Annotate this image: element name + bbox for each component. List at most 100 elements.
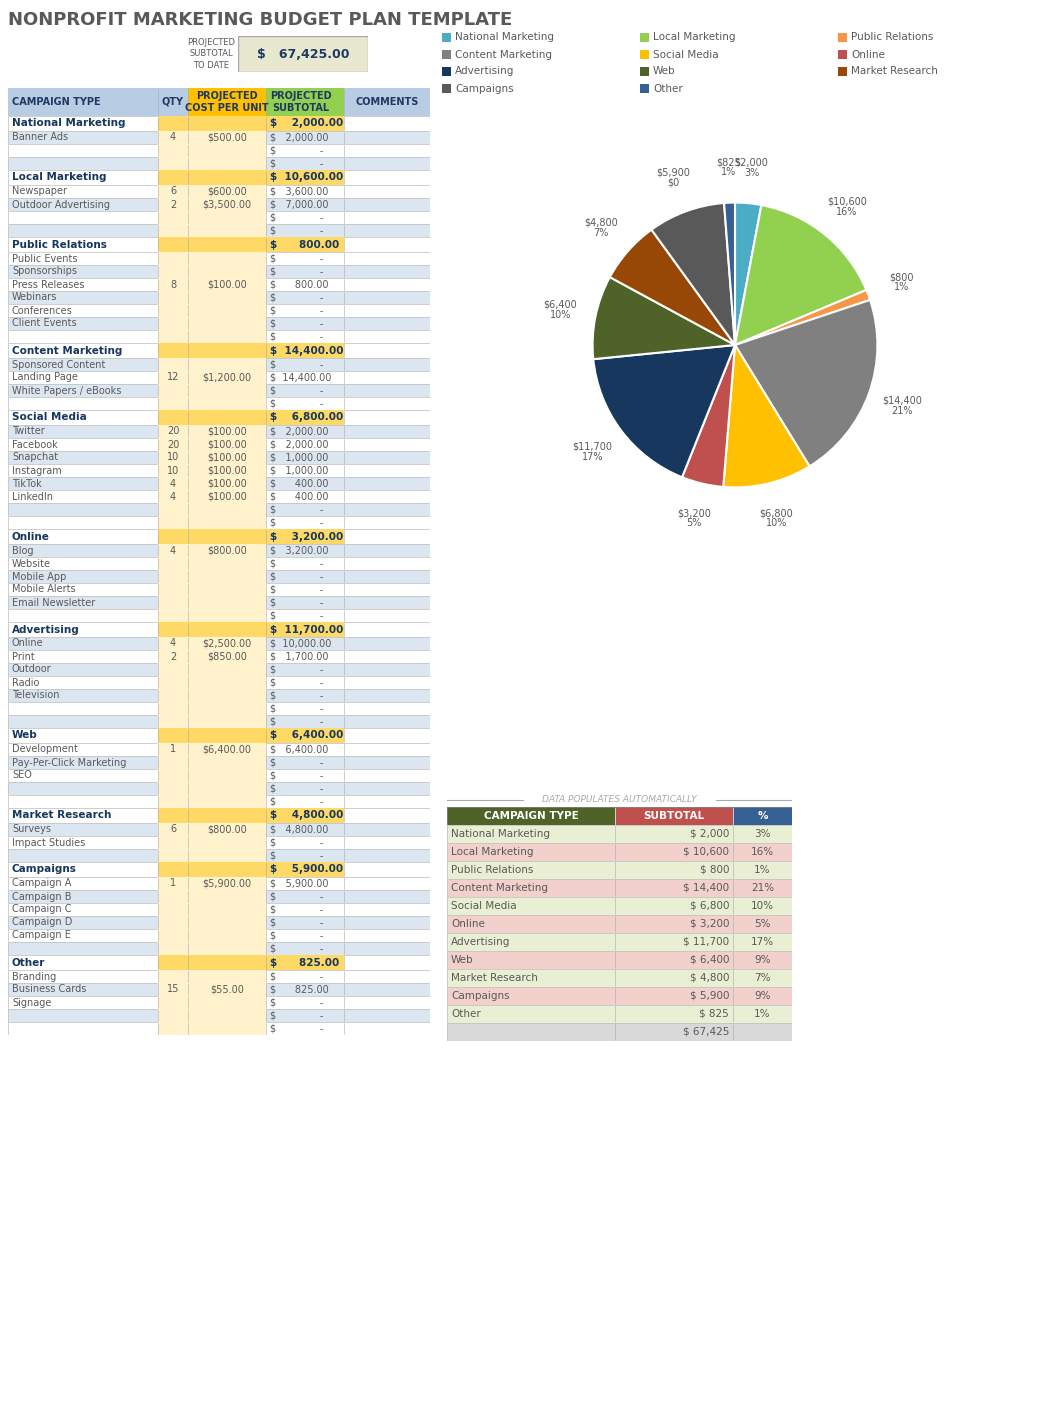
Text: CAMPAIGN TYPE: CAMPAIGN TYPE <box>13 97 101 107</box>
Text: $5,900
$0: $5,900 $0 <box>656 167 691 188</box>
Text: COMMENTS: COMMENTS <box>355 97 419 107</box>
Text: Local Marketing: Local Marketing <box>13 173 106 183</box>
Text: Public Events: Public Events <box>13 253 77 263</box>
Bar <box>158 224 188 238</box>
Text: Advertising: Advertising <box>451 936 511 948</box>
Text: Online: Online <box>13 531 50 541</box>
Text: $  11,700.00: $ 11,700.00 <box>270 624 344 634</box>
Text: Web: Web <box>13 731 38 741</box>
Bar <box>188 877 266 890</box>
Bar <box>188 224 266 238</box>
Bar <box>158 942 188 955</box>
Text: $              -: $ - <box>270 305 323 315</box>
Bar <box>188 823 266 837</box>
Text: $ 6,800: $ 6,800 <box>690 901 729 911</box>
Text: 8: 8 <box>170 280 176 290</box>
Bar <box>266 89 344 117</box>
Text: Signage: Signage <box>13 997 51 1008</box>
Text: Surveys: Surveys <box>13 824 51 835</box>
Text: $              -: $ - <box>270 585 323 595</box>
Bar <box>158 877 188 890</box>
Bar <box>158 596 188 609</box>
Text: $              -: $ - <box>270 319 323 329</box>
Bar <box>158 464 188 477</box>
Text: 6: 6 <box>170 187 176 197</box>
Text: 15: 15 <box>167 984 179 994</box>
Bar <box>188 955 266 970</box>
Text: Campaigns: Campaigns <box>451 991 510 1001</box>
Wedge shape <box>651 202 735 344</box>
Text: $   1,700.00: $ 1,700.00 <box>270 651 328 661</box>
Bar <box>188 596 266 609</box>
Bar <box>188 359 266 371</box>
Bar <box>158 664 188 676</box>
Text: $              -: $ - <box>270 1024 323 1033</box>
Text: $800.00: $800.00 <box>207 824 247 835</box>
Bar <box>158 794 188 808</box>
Bar <box>158 516 188 529</box>
Text: Public Relations: Public Relations <box>851 32 934 42</box>
Bar <box>158 782 188 794</box>
Bar <box>188 1022 266 1035</box>
Text: $              -: $ - <box>270 505 323 515</box>
Text: Mobile App: Mobile App <box>13 571 67 582</box>
Bar <box>838 51 847 59</box>
Bar <box>158 477 188 491</box>
Bar <box>158 304 188 316</box>
Bar <box>188 117 266 131</box>
Bar <box>442 67 451 76</box>
Text: Campaign C: Campaign C <box>13 904 72 914</box>
Text: Radio: Radio <box>13 678 40 688</box>
Bar <box>158 849 188 862</box>
Bar <box>188 464 266 477</box>
Bar <box>640 32 649 42</box>
Bar <box>158 425 188 439</box>
Text: $100.00: $100.00 <box>207 440 247 450</box>
Text: Blog: Blog <box>13 546 33 555</box>
Bar <box>188 143 266 157</box>
Text: $   67,425.00: $ 67,425.00 <box>256 48 349 60</box>
Text: SUBTOTAL: SUBTOTAL <box>644 811 704 821</box>
Text: $              -: $ - <box>270 703 323 713</box>
Text: Sponsorships: Sponsorships <box>13 267 77 277</box>
Text: $ 6,400: $ 6,400 <box>690 955 729 965</box>
Text: $  14,400.00: $ 14,400.00 <box>270 346 344 356</box>
Text: Client Events: Client Events <box>13 319 77 329</box>
Text: $      400.00: $ 400.00 <box>270 478 328 488</box>
Text: CAMPAIGN TYPE: CAMPAIGN TYPE <box>483 811 578 821</box>
Bar <box>158 1010 188 1022</box>
Text: 17%: 17% <box>751 936 774 948</box>
Text: $   2,000.00: $ 2,000.00 <box>270 132 328 142</box>
Bar <box>188 808 266 823</box>
Text: %: % <box>758 811 768 821</box>
Text: $              -: $ - <box>270 385 323 395</box>
Text: 10: 10 <box>167 453 179 463</box>
Wedge shape <box>735 290 870 344</box>
Text: 21%: 21% <box>751 883 774 893</box>
Bar <box>640 84 649 93</box>
Text: Other: Other <box>13 957 46 967</box>
Text: $              -: $ - <box>270 891 323 901</box>
Text: $ 3,200: $ 3,200 <box>690 920 729 929</box>
Bar <box>158 316 188 330</box>
Wedge shape <box>593 344 735 477</box>
Text: $   7,000.00: $ 7,000.00 <box>270 200 328 209</box>
Text: $              -: $ - <box>270 678 323 688</box>
Text: Content Marketing: Content Marketing <box>451 883 548 893</box>
Text: $ 11,700: $ 11,700 <box>683 936 729 948</box>
Text: SEO: SEO <box>13 770 32 780</box>
Text: Instagram: Instagram <box>13 465 61 475</box>
Text: $100.00: $100.00 <box>207 478 247 488</box>
Bar <box>447 807 615 825</box>
Text: $  14,400.00: $ 14,400.00 <box>270 373 331 382</box>
Text: $              -: $ - <box>270 610 323 620</box>
Bar <box>188 837 266 849</box>
Text: Public Relations: Public Relations <box>451 865 534 875</box>
Bar <box>158 716 188 728</box>
Text: Banner Ads: Banner Ads <box>13 132 68 142</box>
Bar <box>158 621 188 637</box>
Text: $ 67,425: $ 67,425 <box>683 1026 729 1038</box>
Text: Branding: Branding <box>13 972 56 981</box>
Text: $              -: $ - <box>270 212 323 222</box>
Text: $   1,000.00: $ 1,000.00 <box>270 465 328 475</box>
